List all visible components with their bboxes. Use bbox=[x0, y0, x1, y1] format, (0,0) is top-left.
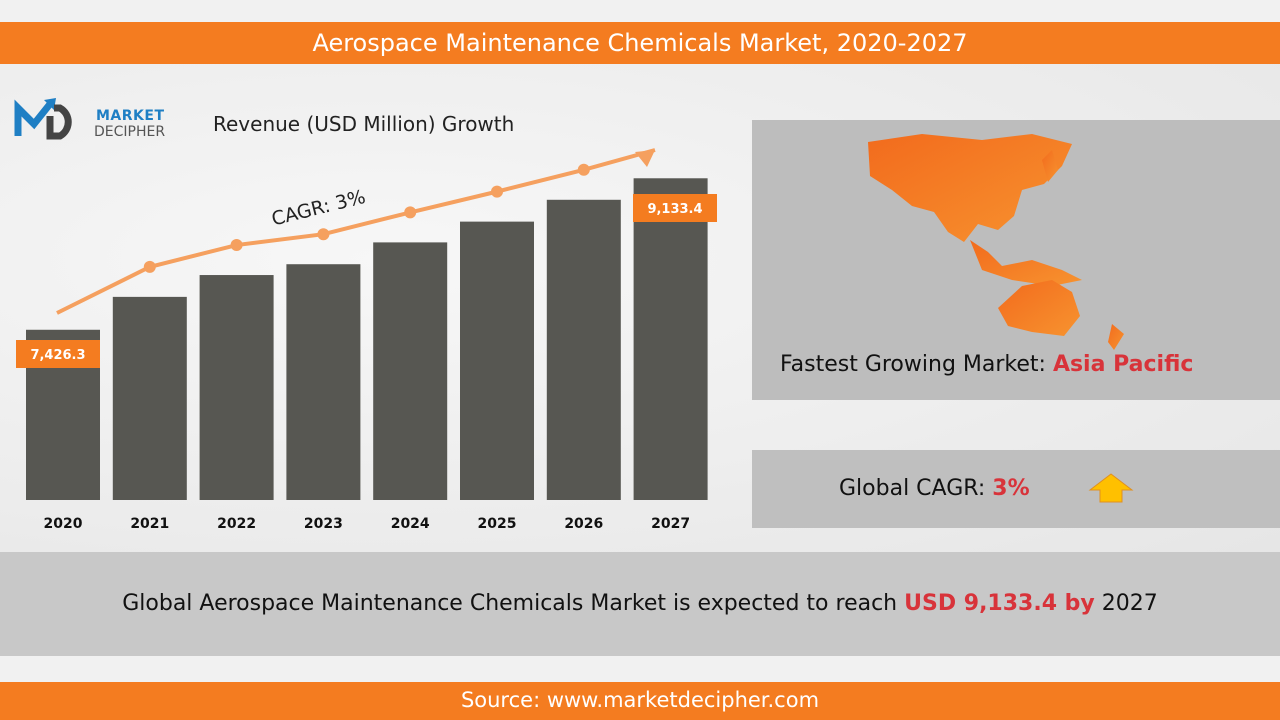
trend-point bbox=[577, 163, 590, 176]
trend-line bbox=[56, 148, 656, 315]
fastest-growing-market: Fastest Growing Market: Asia Pacific bbox=[780, 352, 1193, 377]
bar bbox=[373, 242, 448, 500]
asia-pacific-map bbox=[868, 134, 1124, 350]
summary-text: Global Aerospace Maintenance Chemicals M… bbox=[122, 591, 905, 616]
up-arrow-icon bbox=[1088, 473, 1134, 503]
logo-text: DECIPHER bbox=[94, 124, 166, 140]
source-footer: Source: www.marketdecipher.com bbox=[0, 682, 1280, 720]
x-tick-label: 2022 bbox=[217, 516, 256, 532]
map-panel: Fastest Growing Market: Asia Pacific bbox=[752, 120, 1280, 400]
data-label: 7,426.3 bbox=[30, 348, 85, 363]
global-cagr: Global CAGR: 3% bbox=[839, 476, 1030, 501]
x-tick-label: 2021 bbox=[130, 516, 169, 532]
page-title: Aerospace Maintenance Chemicals Market, … bbox=[0, 22, 1280, 64]
trend-arrowhead bbox=[635, 150, 655, 167]
x-tick-label: 2024 bbox=[391, 516, 430, 532]
region-name: Asia Pacific bbox=[1052, 352, 1194, 377]
x-tick-label: 2025 bbox=[478, 516, 517, 532]
bar bbox=[112, 296, 187, 500]
x-tick-label: 2026 bbox=[564, 516, 603, 532]
x-tick-label: 2020 bbox=[44, 516, 83, 532]
cagr-value: 3% bbox=[992, 476, 1030, 501]
data-label-box bbox=[633, 194, 717, 222]
trend-point bbox=[230, 239, 243, 252]
bar bbox=[286, 264, 361, 500]
bar bbox=[199, 275, 274, 500]
summary-value: USD 9,133.4 by bbox=[904, 591, 1095, 616]
summary-year: 2027 bbox=[1094, 591, 1158, 616]
logo-mark-icon bbox=[14, 98, 72, 140]
logo-text: MARKET bbox=[96, 108, 165, 124]
cagr-panel: Global CAGR: 3% bbox=[752, 450, 1280, 528]
chart-title: Revenue (USD Million) Growth bbox=[213, 112, 515, 136]
data-label: 9,133.4 bbox=[647, 202, 702, 217]
x-tick-label: 2023 bbox=[304, 516, 343, 532]
bar bbox=[460, 221, 534, 500]
bar-chart: 2020 2021 2022 2023 2024 2025 2026 2027 CAGR: 3%… bbox=[16, 148, 717, 532]
bar bbox=[633, 178, 708, 500]
cagr-annotation: CAGR: 3% bbox=[269, 186, 367, 231]
trend-point bbox=[143, 260, 156, 273]
trend-point bbox=[491, 185, 503, 198]
fastest-label: Fastest Growing Market: bbox=[780, 352, 1046, 377]
summary-banner: Global Aerospace Maintenance Chemicals M… bbox=[0, 552, 1280, 656]
data-label-box bbox=[16, 340, 100, 368]
trend-point bbox=[317, 228, 330, 241]
cagr-label: Global CAGR: bbox=[839, 476, 986, 501]
bar bbox=[546, 199, 621, 501]
x-tick-label: 2027 bbox=[651, 516, 690, 532]
trend-point bbox=[404, 206, 417, 219]
logo: MARKET DECIPHER bbox=[14, 94, 165, 144]
